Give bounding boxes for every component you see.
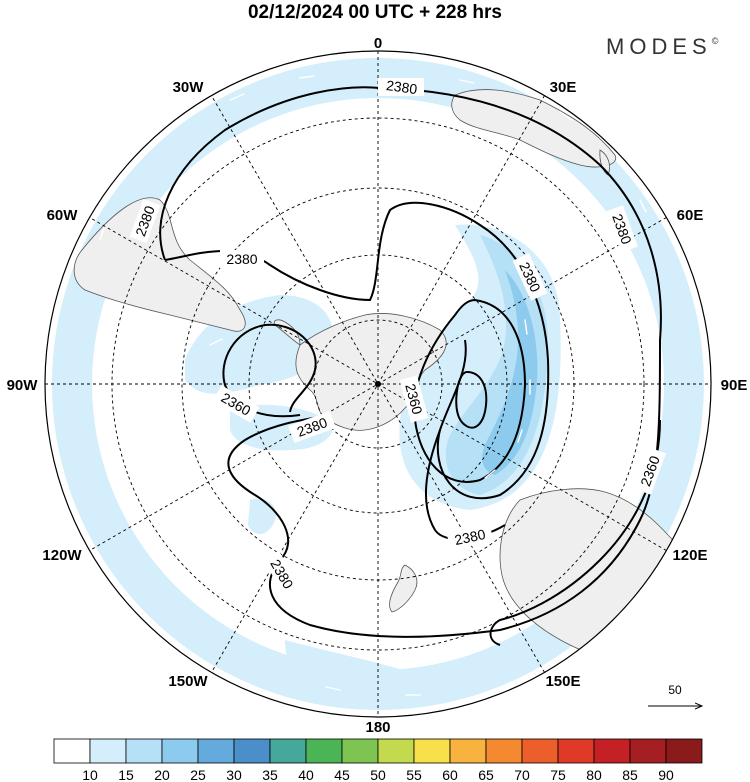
contour-label-bg	[634, 447, 666, 495]
brand-name: MODES	[606, 34, 712, 59]
colorbar-swatch	[89, 738, 127, 764]
contour-label-bg	[378, 78, 424, 96]
lon-label-120w: 120W	[42, 547, 82, 564]
lon-label-180: 180	[365, 719, 390, 736]
contour-label-bg	[263, 550, 301, 598]
colorbar-tick-label: 85	[622, 767, 638, 782]
lon-label-0: 0	[374, 35, 382, 52]
contour-label-bg	[399, 375, 429, 423]
shade-south-band	[285, 640, 460, 708]
contour-label: 2380	[226, 251, 257, 267]
colorbar-swatch	[629, 738, 667, 764]
contour-label-bg	[129, 199, 161, 243]
height-contours	[159, 86, 662, 646]
contour-label: 2380	[385, 77, 418, 97]
colorbar-tick-label: 60	[442, 767, 458, 782]
colorbar-tick-label: 45	[334, 767, 350, 782]
colorbar-tick-label: 10	[82, 767, 98, 782]
contour-label-bg	[606, 205, 638, 253]
wind-arrow	[484, 469, 496, 479]
contour-2360-inner	[455, 370, 488, 429]
brand-logo: MODES©	[606, 34, 718, 60]
land-madagascar	[599, 149, 610, 176]
colorbar-swatch	[341, 738, 379, 764]
wind-arrow	[559, 111, 573, 121]
wind-arrow	[459, 79, 475, 84]
lon-label-120e: 120E	[672, 547, 707, 564]
map-title: 02/12/2024 00 UTC + 228 hrs	[247, 2, 503, 23]
contour-label-bg	[288, 411, 336, 443]
shade-south-left	[248, 498, 276, 535]
colorbar-tick-label: 30	[226, 767, 242, 782]
contour-outer	[159, 86, 662, 638]
lon-label-60e: 60E	[677, 207, 704, 224]
wind-arrow	[229, 93, 245, 101]
colorbar-swatch	[53, 738, 91, 764]
colorbar-swatch	[593, 738, 631, 764]
contour-2360-ring	[413, 298, 527, 483]
lon-label-30w: 30W	[173, 79, 205, 96]
wind-arrow	[99, 227, 105, 241]
wind-arrow	[524, 319, 528, 335]
lon-label-90w: 90W	[7, 377, 39, 394]
lon-label-60w: 60W	[47, 207, 79, 224]
land-africa	[451, 89, 617, 168]
contour-label-bg	[512, 253, 548, 301]
lon-label-30e: 30E	[550, 79, 577, 96]
map-disk: 2380 2380 2380 2380 2380 2360 2360 2380 …	[45, 51, 711, 717]
south-pole-dot	[375, 381, 381, 387]
colorbar-swatch	[233, 738, 271, 764]
shade-northeast-jet-core	[482, 270, 538, 475]
colorbar-tick-label: 35	[262, 767, 278, 782]
wind-arrow	[325, 686, 341, 691]
colorbar-swatch	[305, 738, 343, 764]
contour-label-bg	[446, 523, 494, 551]
reference-vector: 50	[648, 683, 702, 706]
lon-label-150e: 150E	[545, 673, 580, 690]
colorbar-swatch	[485, 738, 523, 764]
colorbar-tick-label: 65	[478, 767, 494, 782]
colorbar-tick-label: 75	[550, 767, 566, 782]
contour-labels: 2380 2380 2380 2380 2380 2360 2360 2380 …	[129, 77, 666, 598]
colorbar-swatch	[449, 738, 487, 764]
lon-label-90e: 90E	[721, 377, 748, 394]
wind-arrow	[639, 199, 647, 213]
colorbar-tick-label: 25	[190, 767, 206, 782]
colorbar-swatch	[413, 738, 451, 764]
wind-arrow	[209, 338, 223, 346]
colorbar-tick-label: 50	[370, 767, 386, 782]
wind-arrow	[517, 429, 523, 443]
colorbar-tick-label: 55	[406, 767, 422, 782]
colorbar-tick-label: 70	[514, 767, 530, 782]
contour-label-bg	[212, 385, 260, 423]
colorbar-tick-label: 40	[298, 767, 314, 782]
lon-label-150w: 150W	[168, 673, 208, 690]
colorbar-tick-label: 15	[118, 767, 134, 782]
colorbar-tick-label: 20	[154, 767, 170, 782]
colorbar-swatch	[125, 738, 163, 764]
contour-label: 2360	[402, 382, 426, 416]
copyright-mark: ©	[711, 36, 719, 46]
contour-label: 2380	[453, 526, 487, 548]
land-new-zealand	[389, 564, 418, 613]
longitude-labels: 0 30E 60E 90E 120E 150E 180 150W 120W 90…	[7, 35, 748, 736]
colorbar-swatch	[269, 738, 307, 764]
wind-arrow	[299, 75, 315, 79]
shade-southwest-blob	[230, 404, 333, 451]
colorbar-swatch	[521, 738, 559, 764]
colorbar-tick-label: 80	[586, 767, 602, 782]
colorbar-swatch	[197, 738, 235, 764]
colorbar-swatch	[377, 738, 415, 764]
colorbar-swatch	[665, 738, 703, 764]
colorbar-swatch	[557, 738, 595, 764]
colorbar-swatch	[161, 738, 199, 764]
reference-vector-label: 50	[668, 683, 682, 697]
map-boundary	[44, 50, 712, 718]
colorbar-tick-label: 90	[658, 767, 674, 782]
colorbar: 10 15 20 25 30 35 40 45 50 55 60 65 70 75 80 85 90	[53, 738, 703, 782]
contour-label-bg	[220, 250, 264, 268]
